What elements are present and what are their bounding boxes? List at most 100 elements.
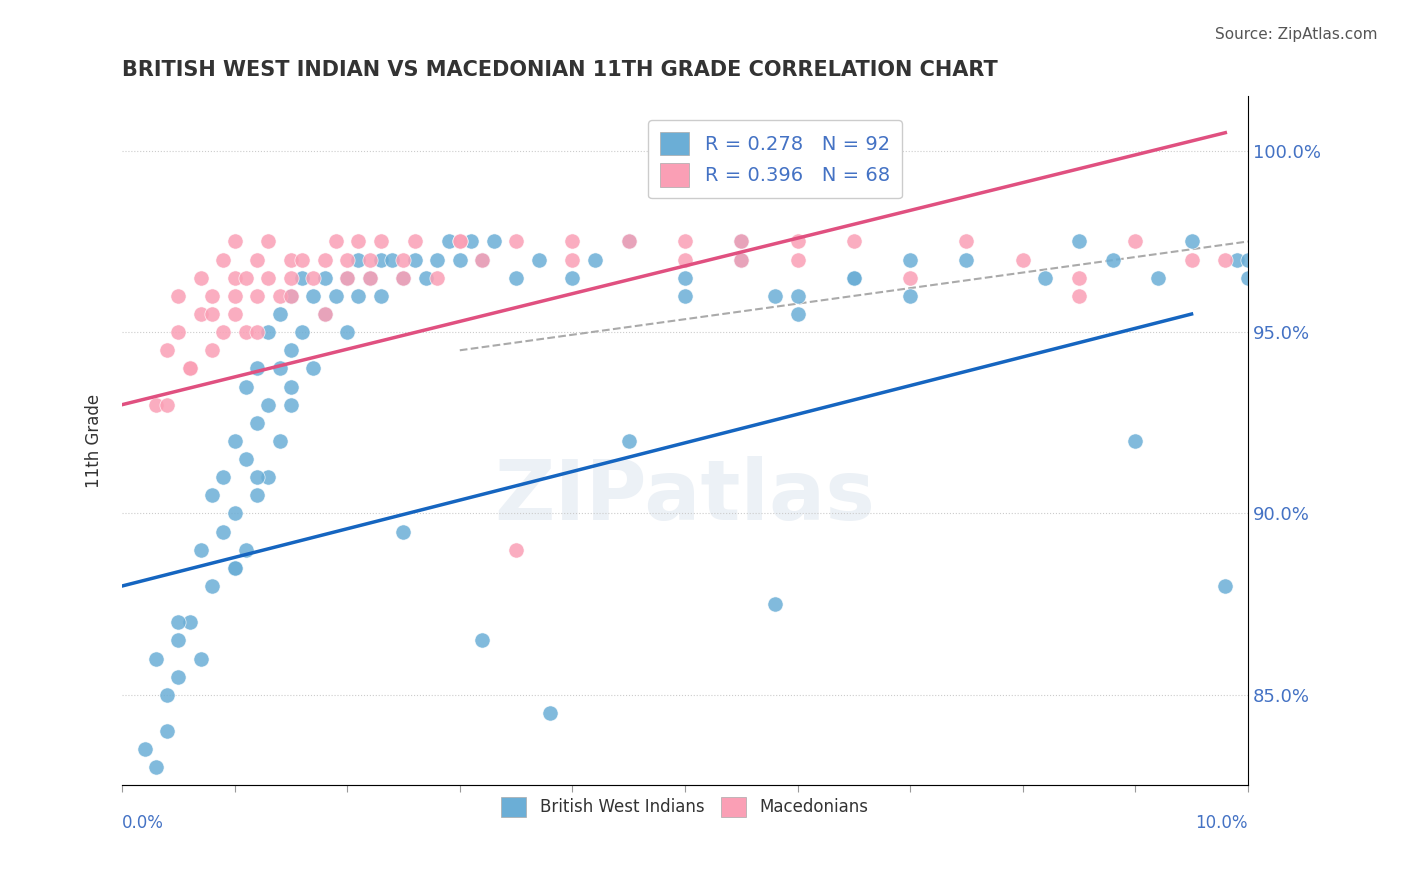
Point [617, 235, 640, 249]
Point [280, 270, 302, 285]
Y-axis label: 11th Grade: 11th Grade [86, 394, 103, 488]
Point [179, 361, 201, 376]
Point [392, 270, 415, 285]
Point [955, 252, 977, 267]
Point [257, 398, 280, 412]
Point [730, 252, 752, 267]
Point [763, 289, 786, 303]
Point [1146, 270, 1168, 285]
Point [1237, 270, 1260, 285]
Point [257, 470, 280, 484]
Point [336, 270, 359, 285]
Point [730, 252, 752, 267]
Point [673, 289, 696, 303]
Point [201, 307, 224, 321]
Point [156, 688, 179, 702]
Point [347, 252, 370, 267]
Point [291, 325, 314, 339]
Point [527, 252, 550, 267]
Point [302, 361, 325, 376]
Point [190, 651, 212, 665]
Point [449, 235, 471, 249]
Point [359, 270, 381, 285]
Point [347, 235, 370, 249]
Point [786, 252, 808, 267]
Point [145, 760, 167, 774]
Point [786, 235, 808, 249]
Point [1067, 270, 1090, 285]
Point [235, 325, 257, 339]
Point [201, 579, 224, 593]
Point [1033, 270, 1056, 285]
Point [280, 398, 302, 412]
Point [314, 270, 336, 285]
Point [269, 289, 291, 303]
Point [561, 235, 583, 249]
Point [336, 270, 359, 285]
Point [280, 343, 302, 358]
Point [291, 252, 314, 267]
Point [224, 434, 246, 448]
Point [1067, 235, 1090, 249]
Point [786, 289, 808, 303]
Point [212, 325, 235, 339]
Point [280, 252, 302, 267]
Point [404, 252, 426, 267]
Text: ZIPatlas: ZIPatlas [495, 456, 876, 537]
Point [224, 561, 246, 575]
Text: 0.0%: 0.0% [122, 814, 165, 832]
Point [842, 270, 865, 285]
Point [246, 325, 269, 339]
Point [1237, 252, 1260, 267]
Point [224, 270, 246, 285]
Point [505, 542, 527, 557]
Point [257, 325, 280, 339]
Point [347, 289, 370, 303]
Point [190, 270, 212, 285]
Text: 10.0%: 10.0% [1195, 814, 1249, 832]
Point [505, 235, 527, 249]
Point [156, 724, 179, 739]
Point [325, 235, 347, 249]
Point [212, 252, 235, 267]
Point [842, 235, 865, 249]
Point [1123, 434, 1146, 448]
Point [370, 235, 392, 249]
Point [257, 270, 280, 285]
Point [730, 235, 752, 249]
Point [302, 270, 325, 285]
Point [359, 270, 381, 285]
Point [1011, 252, 1033, 267]
Point [1123, 235, 1146, 249]
Point [1180, 235, 1202, 249]
Point [179, 615, 201, 630]
Point [763, 597, 786, 611]
Point [224, 307, 246, 321]
Point [167, 289, 190, 303]
Point [280, 379, 302, 393]
Point [359, 252, 381, 267]
Point [392, 252, 415, 267]
Point [212, 470, 235, 484]
Point [898, 289, 921, 303]
Point [201, 343, 224, 358]
Point [449, 252, 471, 267]
Point [257, 235, 280, 249]
Point [314, 252, 336, 267]
Point [201, 488, 224, 502]
Point [842, 144, 865, 158]
Point [167, 633, 190, 648]
Point [246, 361, 269, 376]
Text: BRITISH WEST INDIAN VS MACEDONIAN 11TH GRADE CORRELATION CHART: BRITISH WEST INDIAN VS MACEDONIAN 11TH G… [122, 60, 998, 79]
Text: Source: ZipAtlas.com: Source: ZipAtlas.com [1215, 27, 1378, 42]
Point [235, 270, 257, 285]
Point [898, 252, 921, 267]
Point [617, 235, 640, 249]
Point [246, 289, 269, 303]
Point [224, 507, 246, 521]
Point [392, 270, 415, 285]
Point [471, 252, 494, 267]
Point [583, 252, 606, 267]
Point [246, 252, 269, 267]
Point [280, 289, 302, 303]
